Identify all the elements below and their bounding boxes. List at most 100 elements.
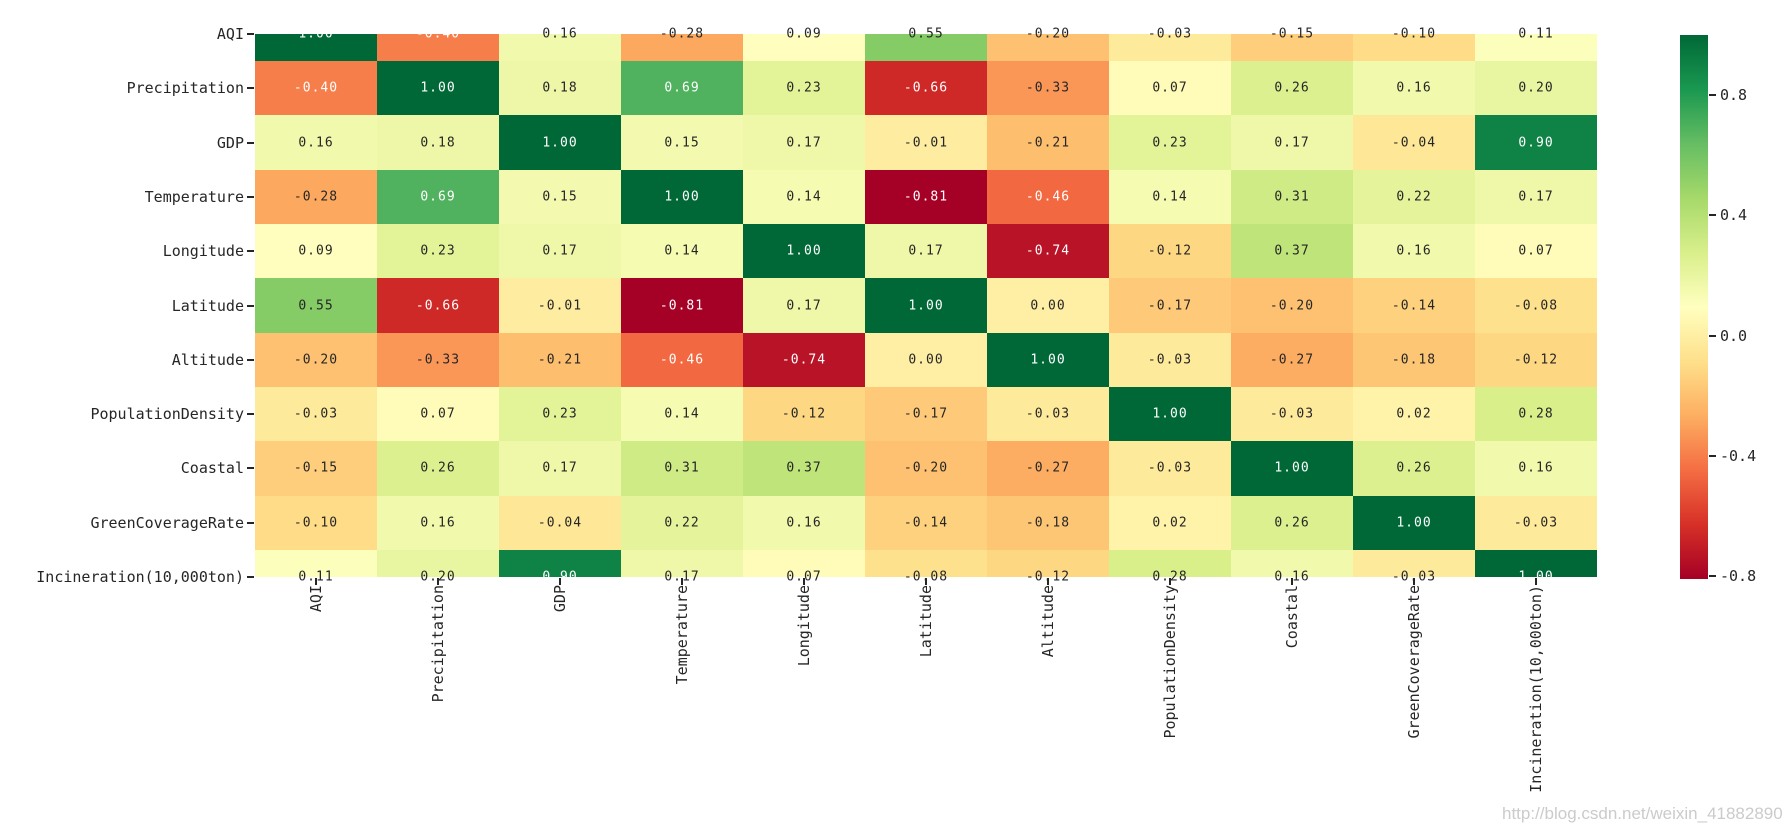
heatmap-cell [621, 441, 743, 496]
heatmap-cell [377, 170, 499, 224]
x-tick-label: AQI [307, 585, 325, 613]
heatmap-cell [377, 496, 499, 550]
cell-value: -0.17 [1147, 298, 1193, 313]
cell-value: -0.03 [1269, 406, 1315, 422]
heatmap-cell [1109, 224, 1231, 278]
heatmap-cell [377, 550, 499, 577]
cell-value: -0.33 [415, 352, 461, 368]
heatmap-cell [377, 387, 499, 441]
heatmap-cell [1109, 115, 1231, 170]
cell-value: 0.16 [420, 515, 456, 531]
cell-value: 0.11 [298, 569, 334, 585]
heatmap-cell [1475, 170, 1597, 224]
cell-value: -0.03 [1147, 352, 1193, 368]
heatmap-cell [1109, 34, 1231, 61]
heatmap-cell [1353, 115, 1475, 170]
cell-value: 0.02 [1396, 406, 1432, 422]
colorbar-tick-mark [1709, 94, 1716, 96]
x-tick-label: GreenCoverageRate [1405, 585, 1423, 739]
cell-value: -0.03 [1513, 515, 1559, 531]
cell-value: -0.28 [659, 26, 705, 42]
cell-value: -0.46 [659, 352, 705, 368]
cell-value: -0.81 [903, 189, 949, 205]
heatmap-cell [1353, 170, 1475, 224]
cell-value: -0.18 [1391, 352, 1437, 368]
colorbar-tick-label: 0.0 [1720, 327, 1748, 345]
heatmap-cell [1353, 278, 1475, 333]
cell-value: -0.20 [903, 460, 949, 476]
y-tick-label: GDP [216, 134, 244, 152]
cell-value: 0.20 [1518, 80, 1554, 96]
y-tick-mark [247, 33, 254, 35]
heatmap-cell [377, 333, 499, 387]
y-tick-label: Coastal [180, 459, 244, 477]
heatmap-cell [1475, 550, 1597, 577]
y-tick-mark [247, 359, 254, 361]
cell-value: -0.20 [1269, 298, 1315, 313]
heatmap-cell [987, 441, 1109, 496]
cell-value: 0.16 [786, 515, 822, 531]
cell-value: 0.28 [1152, 569, 1188, 585]
x-tick-mark [1169, 578, 1171, 585]
heatmap-cell [865, 278, 987, 333]
heatmap-cell [1231, 170, 1353, 224]
cell-value: -0.28 [293, 189, 339, 205]
heatmap-cell [1475, 333, 1597, 387]
cell-value: 0.22 [664, 515, 700, 531]
heatmap-cell [499, 170, 621, 224]
cell-value: 0.15 [664, 135, 700, 151]
cell-value: 0.26 [1274, 515, 1310, 531]
colorbar-tick-mark [1709, 455, 1716, 457]
cell-value: 0.26 [1396, 460, 1432, 476]
cell-value: 0.17 [786, 135, 822, 151]
heatmap-cell [499, 550, 621, 577]
cell-value: -0.20 [1025, 26, 1071, 42]
cell-value: 0.31 [664, 460, 700, 476]
heatmap-cell [377, 224, 499, 278]
cell-value: 0.18 [420, 135, 456, 151]
heatmap-cell [743, 333, 865, 387]
cell-value: -0.12 [1513, 352, 1559, 368]
cell-value: -0.40 [415, 26, 461, 42]
cell-value: 0.55 [298, 298, 334, 313]
heatmap-cell [377, 34, 499, 61]
heatmap-cell [865, 387, 987, 441]
heatmap-cell [987, 278, 1109, 333]
heatmap-cell [621, 496, 743, 550]
heatmap-cell [499, 496, 621, 550]
heatmap-cell [1231, 61, 1353, 115]
heatmap-cell [255, 550, 377, 577]
y-tick-label: Longitude [162, 242, 244, 260]
y-tick-mark [247, 87, 254, 89]
cell-value: 0.00 [908, 352, 944, 368]
colorbar-tick-label: 0.4 [1720, 206, 1748, 224]
cell-value: -0.66 [903, 80, 949, 96]
cell-value: -0.03 [293, 406, 339, 422]
heatmap-cell [987, 387, 1109, 441]
cell-value: -0.14 [903, 515, 949, 531]
cell-value: 1.00 [298, 26, 334, 42]
heatmap-cell [499, 61, 621, 115]
cell-value: 0.20 [420, 569, 456, 585]
cell-value: 0.28 [1518, 406, 1554, 422]
x-tick-mark [925, 578, 927, 585]
heatmap-cell [1475, 387, 1597, 441]
heatmap-cell [499, 387, 621, 441]
heatmap-cell [865, 34, 987, 61]
cell-value: -0.03 [1147, 26, 1193, 42]
cell-value: 0.14 [786, 189, 822, 205]
x-tick-mark [437, 578, 439, 585]
cell-value: 0.07 [1518, 243, 1554, 259]
cell-value: -0.03 [1147, 460, 1193, 476]
x-tick-mark [315, 578, 317, 585]
heatmap-cell [1231, 115, 1353, 170]
cell-value: 0.18 [542, 80, 578, 96]
x-tick-label: Altitude [1039, 585, 1057, 658]
cell-value: -0.12 [781, 406, 827, 422]
x-tick-label: Incineration(10,000ton) [1527, 585, 1545, 793]
heatmap-cell [1353, 34, 1475, 61]
heatmap-cell [499, 333, 621, 387]
x-tick-mark [681, 578, 683, 585]
heatmap-cell [1475, 61, 1597, 115]
heatmap-cell [621, 61, 743, 115]
